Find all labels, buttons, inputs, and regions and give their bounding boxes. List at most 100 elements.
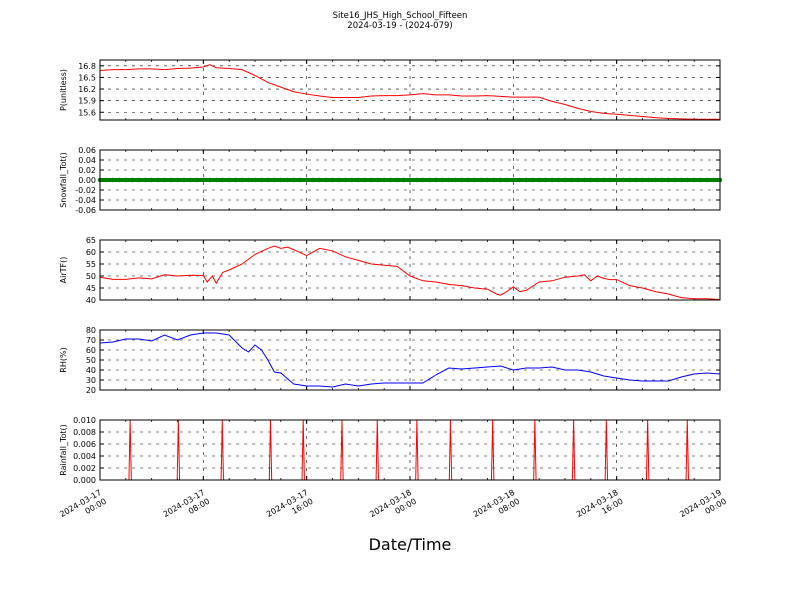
data-point-snowfall-39.5 — [608, 177, 613, 183]
x-tick-label-1: 2024-03-1708:00 — [162, 488, 212, 528]
y-tick-label-4-3: 50 — [86, 356, 96, 365]
x-tick-label-5: 2024-03-1816:00 — [575, 488, 625, 528]
data-point-snowfall-31 — [498, 177, 503, 183]
data-point-snowfall-5 — [162, 177, 167, 183]
y-tick-label-4-2: 40 — [86, 366, 96, 375]
data-point-snowfall-0.5 — [104, 177, 109, 183]
y-tick-label-5-3: 0.006 — [73, 440, 96, 449]
data-point-snowfall-25 — [420, 177, 426, 183]
data-point-snowfall-1 — [110, 177, 116, 183]
data-point-snowfall-42.5 — [646, 177, 652, 183]
data-point-snowfall-18 — [330, 177, 335, 183]
y-tick-label-2-3: 0.00 — [78, 176, 96, 185]
series-line-1 — [99, 64, 720, 120]
data-point-snowfall-23 — [394, 177, 400, 183]
data-point-snowfall-25.5 — [427, 177, 432, 183]
data-point-snowfall-32.5 — [517, 177, 522, 183]
data-point-snowfall-28 — [459, 177, 464, 183]
y-tick-label-1-3: 16.5 — [78, 73, 96, 82]
data-point-snowfall-18.5 — [336, 177, 342, 183]
data-point-snowfall-21 — [369, 177, 374, 183]
data-point-snowfall-26 — [433, 177, 439, 183]
x-tick-label-0: 2024-03-1700:00 — [58, 488, 108, 528]
data-point-snowfall-13 — [265, 177, 271, 183]
data-point-snowfall-20.5 — [362, 177, 367, 183]
y-tick-label-3-1: 45 — [86, 284, 96, 293]
data-point-snowfall-7.5 — [194, 177, 200, 183]
data-point-snowfall-37.5 — [582, 177, 587, 183]
y-tick-label-4-5: 70 — [86, 336, 96, 345]
data-point-snowfall-16 — [304, 177, 309, 183]
data-point-snowfall-4.5 — [155, 177, 161, 183]
y-axis-label-1: P(unitless) — [59, 69, 68, 111]
y-tick-label-1-1: 15.9 — [78, 97, 96, 106]
data-point-snowfall-22.5 — [388, 177, 393, 183]
data-point-snowfall-2.5 — [130, 177, 135, 183]
data-point-snowfall-3.5 — [143, 177, 148, 183]
y-tick-label-4-4: 60 — [86, 346, 96, 355]
data-point-snowfall-35.5 — [556, 177, 561, 183]
data-point-snowfall-27.5 — [453, 177, 458, 183]
data-point-snowfall-24.5 — [414, 177, 419, 183]
x-tick-label-4: 2024-03-1808:00 — [472, 488, 522, 528]
data-point-snowfall-26.5 — [440, 177, 445, 183]
data-point-snowfall-17.5 — [323, 177, 329, 183]
y-tick-label-3-4: 60 — [86, 248, 96, 257]
data-point-snowfall-39 — [601, 177, 606, 183]
data-point-snowfall-37 — [575, 177, 581, 183]
data-point-snowfall-17 — [317, 177, 322, 183]
data-point-snowfall-47 — [704, 177, 710, 183]
data-point-snowfall-7 — [188, 177, 193, 183]
y-tick-label-3-5: 65 — [86, 236, 96, 245]
data-point-snowfall-20 — [356, 177, 361, 183]
plot-frame-1 — [99, 59, 721, 121]
data-point-snowfall-11 — [239, 177, 245, 183]
data-point-snowfall-38.5 — [595, 177, 600, 183]
data-point-snowfall-41 — [627, 177, 632, 183]
y-axis-label-5: Rainfall_Tot() — [59, 424, 68, 476]
data-point-snowfall-13.5 — [272, 177, 277, 183]
plot-frame-4 — [99, 329, 721, 391]
y-tick-label-1-2: 16.2 — [78, 85, 96, 94]
data-point-snowfall-30.5 — [491, 177, 497, 183]
data-point-snowfall-38 — [588, 177, 594, 183]
x-tick-label-3: 2024-03-1800:00 — [368, 488, 418, 528]
y-tick-label-2-4: 0.02 — [78, 166, 96, 175]
data-point-snowfall-14 — [278, 177, 284, 183]
plot-frame-5 — [99, 419, 721, 481]
y-tick-label-1-4: 16.8 — [78, 62, 96, 71]
data-point-snowfall-16.5 — [310, 177, 316, 183]
figure-title: Site16_JHS_High_School_Fifteen — [332, 11, 468, 21]
x-axis-label: Date/Time — [368, 535, 452, 554]
data-point-snowfall-19 — [343, 177, 348, 183]
data-point-snowfall-35 — [549, 177, 555, 183]
data-point-snowfall-40 — [614, 177, 619, 183]
y-tick-label-3-0: 40 — [86, 296, 96, 305]
data-point-snowfall-33.5 — [530, 177, 535, 183]
data-point-snowfall-10.5 — [233, 177, 238, 183]
data-point-snowfall-34 — [536, 177, 542, 183]
y-axis-label-4: RH(%) — [59, 347, 68, 372]
data-point-snowfall-15 — [291, 177, 296, 183]
data-point-snowfall-8.5 — [207, 177, 212, 183]
data-point-snowfall-19.5 — [349, 177, 355, 183]
y-tick-label-2-2: -0.02 — [75, 186, 96, 195]
data-point-snowfall-44 — [666, 177, 671, 183]
plot-frame-2 — [99, 149, 721, 211]
y-tick-label-2-0: -0.06 — [75, 206, 96, 215]
y-tick-label-3-3: 55 — [86, 260, 96, 269]
data-point-snowfall-31.5 — [504, 177, 510, 183]
data-point-snowfall-36 — [562, 177, 568, 183]
y-tick-label-4-0: 20 — [86, 386, 96, 395]
plot-frame-3 — [99, 239, 721, 301]
data-point-snowfall-27 — [446, 177, 451, 183]
data-point-snowfall-12 — [252, 177, 258, 183]
figure-subtitle: 2024-03-19 - (2024-079) — [347, 21, 453, 31]
y-tick-label-2-1: -0.04 — [75, 196, 96, 205]
data-point-snowfall-14.5 — [285, 177, 290, 183]
data-point-snowfall-10 — [226, 177, 232, 183]
data-point-snowfall-34.5 — [543, 177, 548, 183]
data-point-snowfall-36.5 — [569, 177, 574, 183]
